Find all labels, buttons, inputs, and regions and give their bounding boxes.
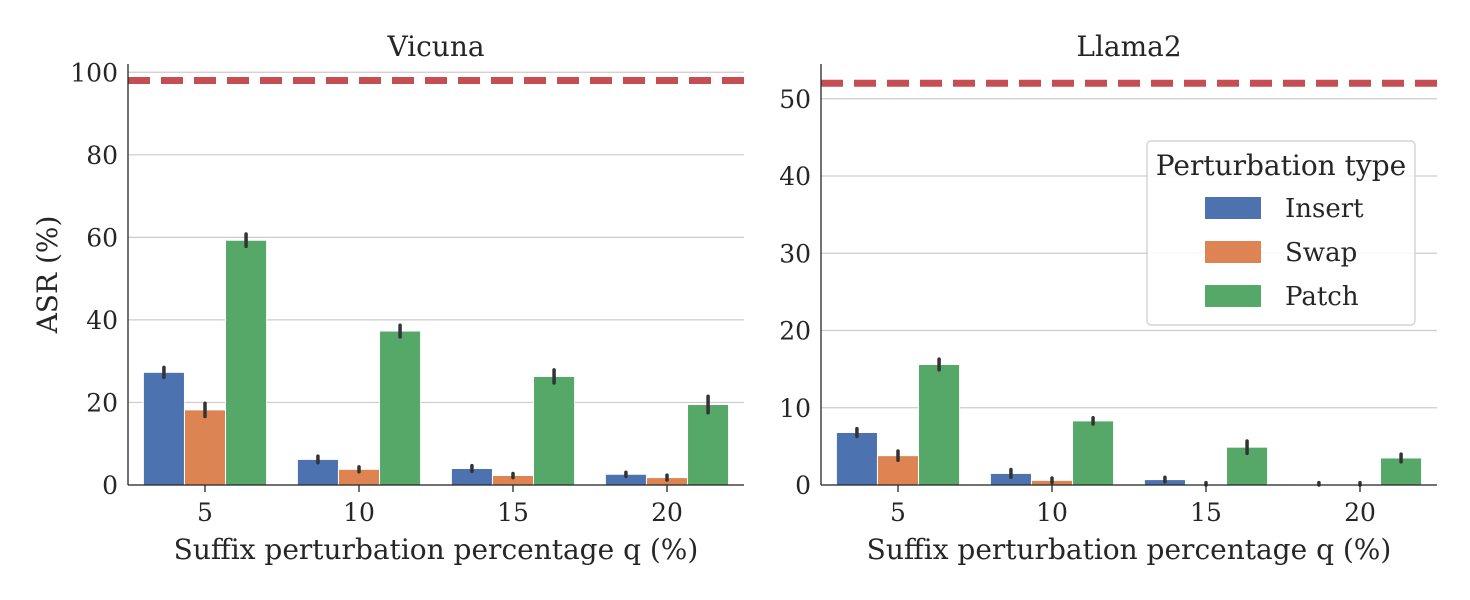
- legend-label-insert: Insert: [1285, 194, 1364, 224]
- legend-label-swap: Swap: [1285, 238, 1357, 268]
- legend-swatch-patch: [1205, 285, 1261, 307]
- vicuna-ytick-label: 40: [86, 306, 118, 335]
- llama2-xtick-label: 5: [890, 498, 906, 527]
- vicuna-x-axis-label: Suffix perturbation percentage q (%): [174, 533, 699, 566]
- llama2-x-axis-label: Suffix perturbation percentage q (%): [867, 533, 1392, 566]
- legend-title: Perturbation type: [1156, 149, 1406, 182]
- vicuna-bar-patch-15: [533, 375, 576, 486]
- vicuna-ytick-label: 80: [86, 141, 118, 170]
- llama2-title: Llama2: [1076, 30, 1181, 63]
- llama2-bar-patch-10: [1072, 420, 1115, 486]
- llama2-panel: 0 10 20 30 40 50 5 10 15 20 Llama2 Suffix perturbat…: [779, 30, 1437, 566]
- vicuna-y-axis-label: ASR (%): [31, 216, 64, 335]
- vicuna-ytick-label: 100: [70, 58, 118, 87]
- llama2-xtick-label: 10: [1036, 498, 1068, 527]
- llama2-xtick-label: 15: [1190, 498, 1222, 527]
- llama2-bar-insert-5: [835, 431, 878, 486]
- vicuna-xtick-label: 10: [343, 498, 375, 527]
- llama2-bar-patch-5: [918, 363, 961, 486]
- llama2-xtick-label: 20: [1344, 498, 1376, 527]
- legend: Perturbation type Insert Swap Patch: [1146, 140, 1416, 326]
- vicuna-xtick-label: 5: [197, 498, 213, 527]
- vicuna-xtick-label: 15: [497, 498, 529, 527]
- vicuna-bar-swap-5: [183, 409, 227, 486]
- llama2-ytick-label: 20: [779, 317, 811, 346]
- llama2-ytick-label: 50: [779, 85, 811, 114]
- vicuna-bar-patch-5: [225, 239, 268, 486]
- llama2-ytick-label: 10: [779, 394, 811, 423]
- llama2-ytick-label: 30: [779, 239, 811, 268]
- vicuna-ytick-label: 60: [86, 223, 118, 252]
- legend-swatch-swap: [1205, 241, 1261, 263]
- legend-swatch-insert: [1205, 197, 1261, 219]
- llama2-ytick-label: 40: [779, 162, 811, 191]
- vicuna-bar-insert-5: [142, 371, 185, 486]
- legend-frame: [1146, 140, 1416, 326]
- vicuna-ytick-label: 20: [86, 388, 118, 417]
- vicuna-panel: 0 20 40 60 80 100 5 10 15 20 Vicuna Suffix perturba…: [31, 30, 744, 566]
- vicuna-ytick-label: 0: [102, 471, 118, 500]
- vicuna-xtick-label: 20: [651, 498, 683, 527]
- llama2-ytick-label: 0: [795, 471, 811, 500]
- vicuna-title: Vicuna: [386, 30, 484, 63]
- vicuna-bar-patch-10: [379, 330, 422, 486]
- vicuna-bar-patch-20: [687, 404, 730, 486]
- legend-label-patch: Patch: [1285, 282, 1359, 312]
